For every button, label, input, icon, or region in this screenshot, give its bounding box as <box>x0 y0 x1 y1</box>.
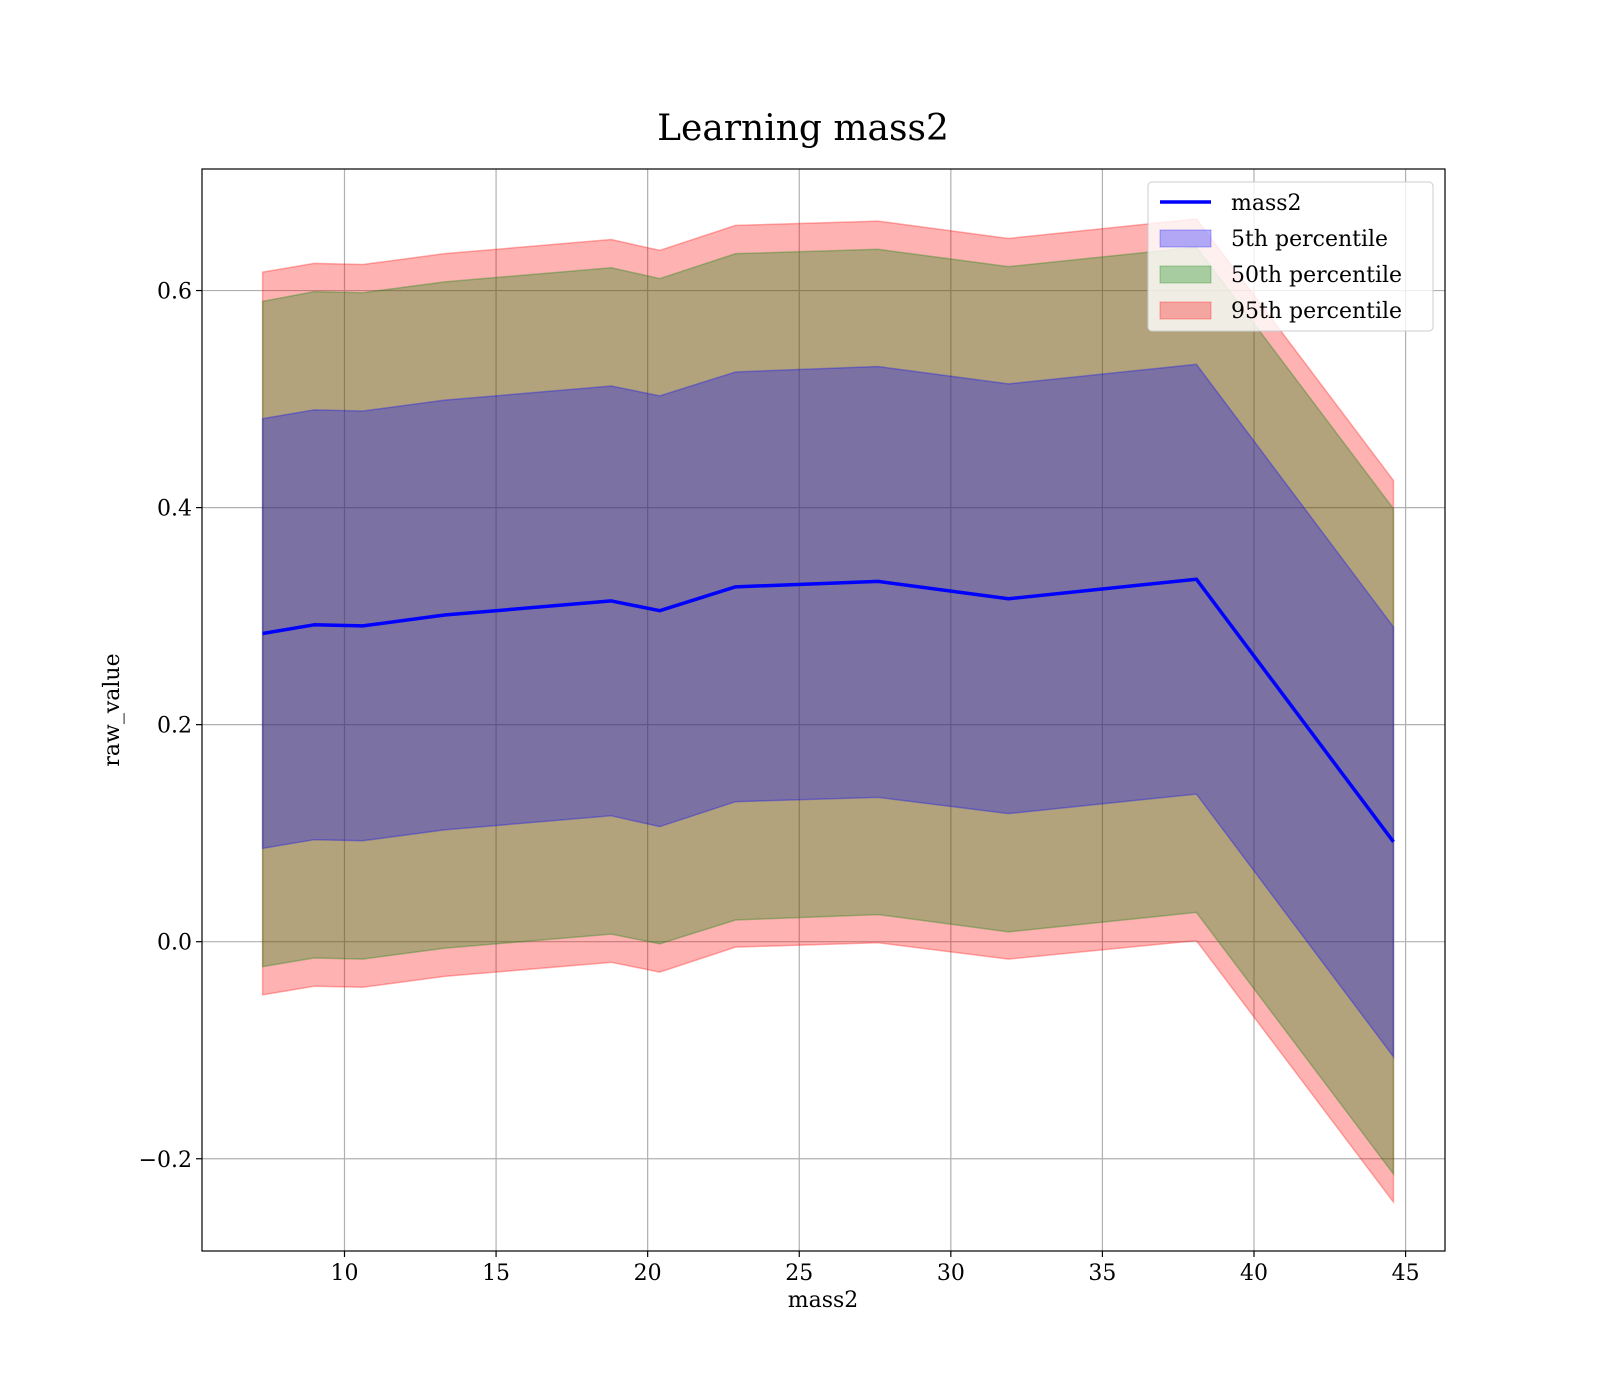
legend-label-mass2: mass2 <box>1231 191 1302 216</box>
legend-label-95th-percentile: 95th percentile <box>1231 299 1402 324</box>
legend-label-5th-percentile: 5th percentile <box>1231 227 1388 252</box>
x-tick-label: 10 <box>330 1261 358 1286</box>
chart-title: Learning mass2 <box>657 108 949 149</box>
x-tick-label: 25 <box>785 1261 813 1286</box>
x-axis-ticks: 10 15 20 25 30 35 40 45 <box>330 1251 1420 1286</box>
legend-label-50th-percentile: 50th percentile <box>1231 263 1402 288</box>
x-tick-label: 35 <box>1088 1261 1116 1286</box>
x-tick-label: 40 <box>1240 1261 1268 1286</box>
y-axis-label: raw_value <box>100 653 125 766</box>
x-tick-label: 30 <box>937 1261 965 1286</box>
y-tick-label: −0.2 <box>139 1148 192 1173</box>
y-tick-label: 0.2 <box>157 714 192 739</box>
band-95th-percentile <box>261 218 1395 1205</box>
y-tick-label: 0.6 <box>157 280 192 305</box>
x-tick-label: 15 <box>482 1261 510 1286</box>
y-tick-label: 0.0 <box>157 931 192 956</box>
legend-swatch-50th-percentile <box>1159 265 1212 284</box>
plot-frame <box>201 168 1446 1252</box>
legend-swatch-95th-percentile <box>1159 301 1212 320</box>
band-50th-percentile <box>261 246 1395 1177</box>
y-axis-ticks: −0.2 0.0 0.2 0.4 0.6 <box>139 280 202 1173</box>
x-axis-label: mass2 <box>788 1288 859 1313</box>
legend-swatch-5th-percentile <box>1159 229 1212 248</box>
grid-lines <box>202 169 1445 1251</box>
legend-items: mass2 5th percentile 50th percentile 95th p… <box>1159 191 1402 324</box>
x-tick-label: 45 <box>1392 1261 1420 1286</box>
band-5th-percentile <box>261 363 1395 1059</box>
y-tick-label: 0.4 <box>157 497 192 522</box>
x-tick-label: 20 <box>634 1261 662 1286</box>
series-lines <box>262 577 1395 843</box>
legend-frame <box>1147 181 1434 332</box>
legend: mass2 5th percentile 50th percentile 95th p… <box>1147 181 1434 332</box>
series-line-mass2 <box>262 577 1395 843</box>
percentile-bands <box>261 218 1395 1205</box>
